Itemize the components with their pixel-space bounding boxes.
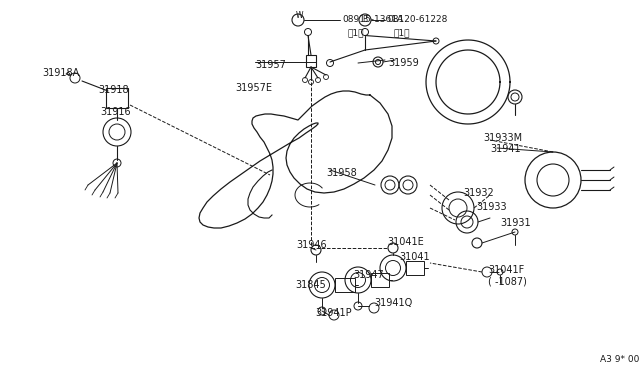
Text: 31932: 31932 bbox=[463, 188, 493, 198]
Text: 31918: 31918 bbox=[98, 85, 129, 95]
Text: 31946: 31946 bbox=[296, 240, 326, 250]
Text: ( -1087): ( -1087) bbox=[488, 277, 527, 287]
Text: 31916: 31916 bbox=[100, 107, 131, 117]
Text: 31941Q: 31941Q bbox=[374, 298, 412, 308]
Text: 31041E: 31041E bbox=[387, 237, 424, 247]
Text: 08120-61228: 08120-61228 bbox=[387, 16, 447, 25]
Text: 31941: 31941 bbox=[490, 144, 520, 154]
Text: 31845: 31845 bbox=[295, 280, 326, 290]
Bar bbox=[335, 278, 355, 292]
Text: 31941P: 31941P bbox=[315, 308, 351, 318]
Text: 31931: 31931 bbox=[500, 218, 531, 228]
Text: 〨1〩: 〨1〩 bbox=[348, 28, 365, 37]
Text: W: W bbox=[296, 12, 304, 20]
Text: B: B bbox=[362, 16, 367, 25]
Text: 31959: 31959 bbox=[388, 58, 419, 68]
Text: 08915-1361A: 08915-1361A bbox=[342, 16, 403, 25]
Text: 31918A: 31918A bbox=[42, 68, 79, 78]
Text: 31041: 31041 bbox=[399, 252, 429, 262]
Bar bbox=[106, 88, 128, 108]
Text: 31933M: 31933M bbox=[483, 133, 522, 143]
Text: A3 9* 0037: A3 9* 0037 bbox=[600, 355, 640, 364]
Text: 31947: 31947 bbox=[353, 270, 384, 280]
Text: 31933: 31933 bbox=[476, 202, 507, 212]
Text: 31957: 31957 bbox=[255, 60, 286, 70]
Bar bbox=[371, 273, 389, 287]
Bar bbox=[406, 261, 424, 275]
Text: 〨1〩: 〨1〩 bbox=[393, 28, 410, 37]
Bar bbox=[306, 55, 316, 67]
Text: 31957E: 31957E bbox=[235, 83, 272, 93]
Text: 31041F: 31041F bbox=[488, 265, 524, 275]
Text: 31958: 31958 bbox=[326, 168, 356, 178]
